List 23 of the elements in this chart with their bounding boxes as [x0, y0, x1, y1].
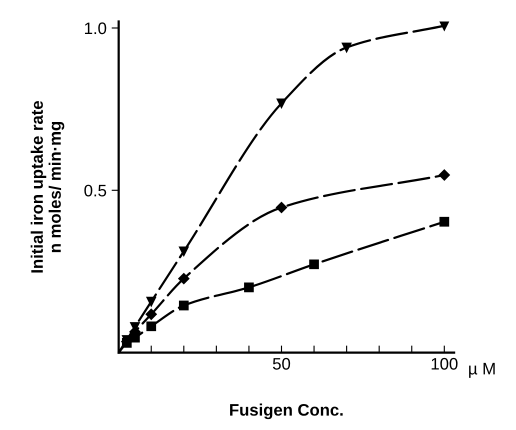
- point: [122, 338, 132, 348]
- point: [178, 300, 189, 310]
- point: [342, 42, 352, 52]
- text: µ M: [469, 362, 495, 378]
- point: [244, 282, 254, 292]
- point: [438, 169, 450, 181]
- y-tick-label: 1.0: [84, 22, 106, 34]
- x-tick-label: 50: [272, 358, 290, 370]
- y-axis-title: Initial iron uptake rate n moles/ min·mg: [30, 101, 64, 273]
- point: [130, 332, 140, 343]
- point: [309, 259, 319, 270]
- point: [178, 246, 189, 256]
- point: [276, 202, 288, 214]
- point: [146, 308, 157, 320]
- point: [146, 321, 156, 332]
- point: [146, 296, 156, 306]
- point: [439, 22, 450, 31]
- point: [178, 272, 190, 284]
- point: [439, 216, 450, 227]
- x-axis-title: Fusigen Conc.: [230, 404, 343, 420]
- point: [276, 98, 286, 108]
- y-tick-label: 0.5: [84, 184, 106, 196]
- x-tick-label: 100: [432, 358, 458, 370]
